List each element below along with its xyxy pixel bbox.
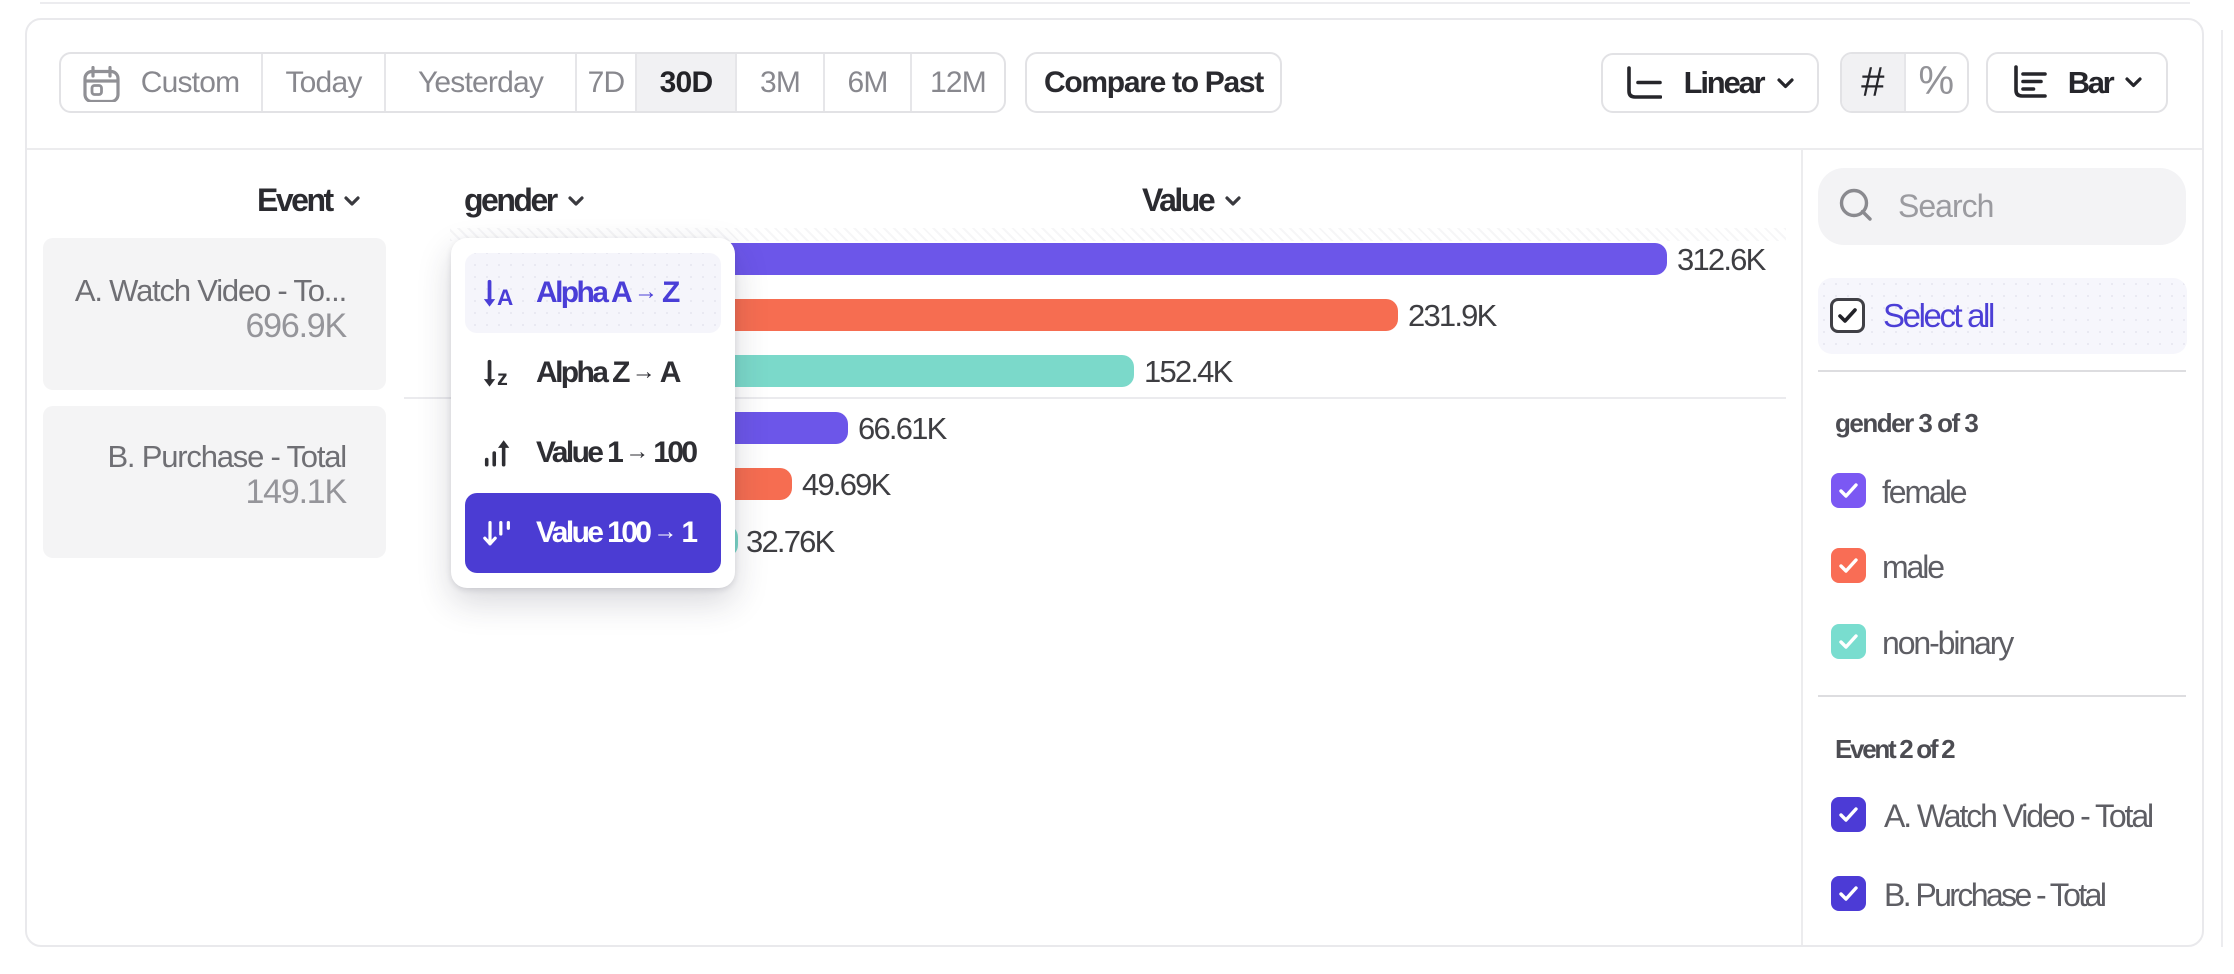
- svg-text:A: A: [497, 285, 513, 309]
- svg-text:z: z: [497, 365, 508, 389]
